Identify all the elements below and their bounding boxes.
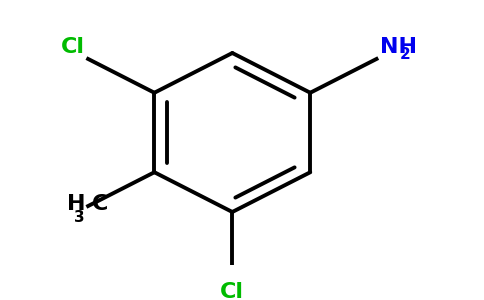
Text: 3: 3 [74, 210, 84, 225]
Text: Cl: Cl [220, 282, 244, 300]
Text: H: H [67, 194, 85, 214]
Text: 2: 2 [399, 46, 410, 62]
Text: C: C [91, 194, 108, 214]
Text: Cl: Cl [61, 37, 85, 57]
Text: NH: NH [379, 37, 417, 57]
